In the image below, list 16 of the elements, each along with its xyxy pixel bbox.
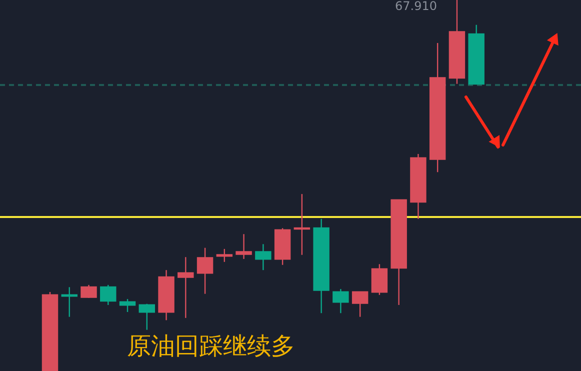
candlestick	[80, 284, 97, 299]
candlestick	[352, 291, 368, 318]
text: 原油回踩继续多	[127, 332, 295, 360]
candlestick	[332, 288, 349, 314]
candlestick	[371, 264, 388, 296]
candlestick	[236, 234, 252, 260]
annotation: 67.910	[395, 0, 437, 13]
candlestick	[119, 298, 136, 313]
candlestick	[100, 284, 116, 306]
candlestick	[138, 303, 156, 330]
candlestick	[294, 193, 310, 256]
candlestick	[255, 244, 272, 271]
candlestick	[216, 248, 233, 263]
candlestick	[196, 247, 214, 294]
candlestick	[61, 286, 78, 318]
candlestick	[178, 256, 194, 319]
